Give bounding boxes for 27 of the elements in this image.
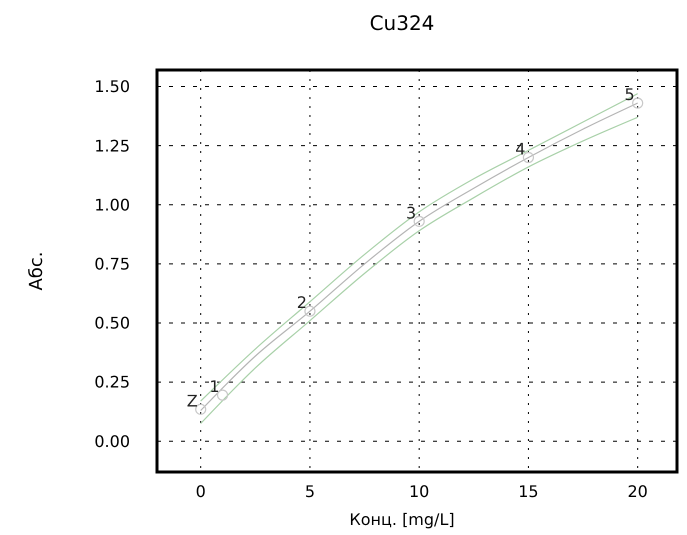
point (522, 152, 534, 164)
chart-title: Cu324 (370, 11, 434, 35)
point (195, 404, 206, 415)
y-tick-label: 0.50 (94, 314, 130, 333)
x-axis-title: Конц. [mg/L] (349, 510, 455, 529)
y-tick-label: 0.00 (94, 432, 130, 451)
point (216, 390, 228, 401)
annotation: 2 (296, 293, 307, 312)
point (414, 216, 425, 227)
x-tick-label: 5 (304, 482, 316, 501)
point (304, 306, 316, 317)
x-tick-label: 10 (409, 482, 430, 501)
y-axis-title: Абс. (26, 251, 47, 291)
y-tick-label: 1.00 (94, 195, 130, 214)
x-tick-label: 15 (518, 482, 539, 501)
y-tick-label: 0.25 (94, 372, 130, 392)
annotation: 1 (209, 377, 220, 396)
y-tick-label: 1.25 (94, 136, 130, 156)
y-tick-label: 1.50 (94, 77, 130, 96)
annotation: 5 (624, 85, 635, 104)
y-tick-label: 0.75 (94, 254, 130, 274)
x-tick-label: 20 (627, 482, 648, 501)
point (632, 98, 644, 109)
annotation: 3 (406, 203, 416, 222)
annotation: Z (186, 391, 198, 410)
x-tick-label: 0 (196, 482, 206, 501)
annotation: 4 (515, 139, 526, 158)
